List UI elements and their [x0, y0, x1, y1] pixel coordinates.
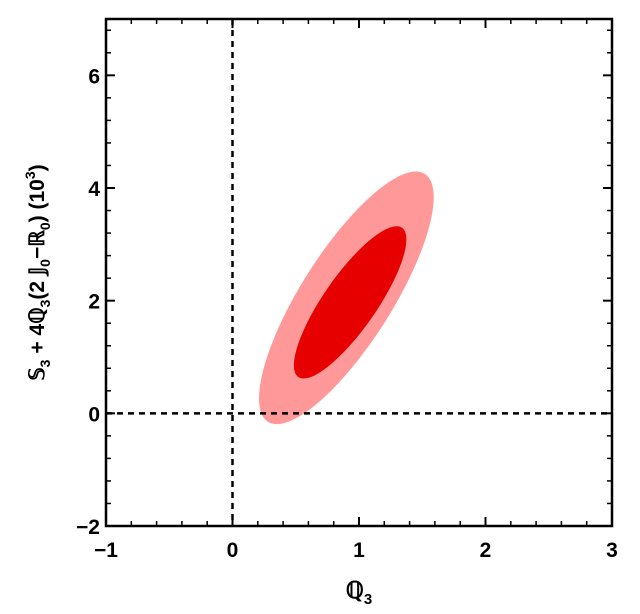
confidence-regions	[258, 171, 434, 425]
y-tick-label: 2	[88, 291, 100, 314]
x-tick-label: 1	[353, 539, 365, 562]
x-tick-label: 3	[606, 539, 618, 562]
y-tick-label: −2	[76, 516, 100, 539]
x-tick-label: −1	[94, 539, 118, 562]
y-tick-label: 6	[88, 65, 100, 88]
inner-confidence-region	[293, 226, 407, 379]
x-tick-label: 0	[227, 539, 239, 562]
y-tick-label: 4	[88, 178, 100, 201]
y-tick-label: 0	[88, 403, 100, 426]
y-axis: −2 0 2 4 6	[76, 29, 612, 539]
reference-lines	[106, 19, 612, 526]
y-axis-label: 𝕊3 + 4ℚ3(2 𝕁0−ℝ0) (103)	[22, 164, 53, 380]
x-axis: −1 0 1 2 3	[94, 19, 618, 562]
x-tick-label: 2	[480, 539, 492, 562]
x-axis-label: ℚ3	[346, 577, 372, 608]
